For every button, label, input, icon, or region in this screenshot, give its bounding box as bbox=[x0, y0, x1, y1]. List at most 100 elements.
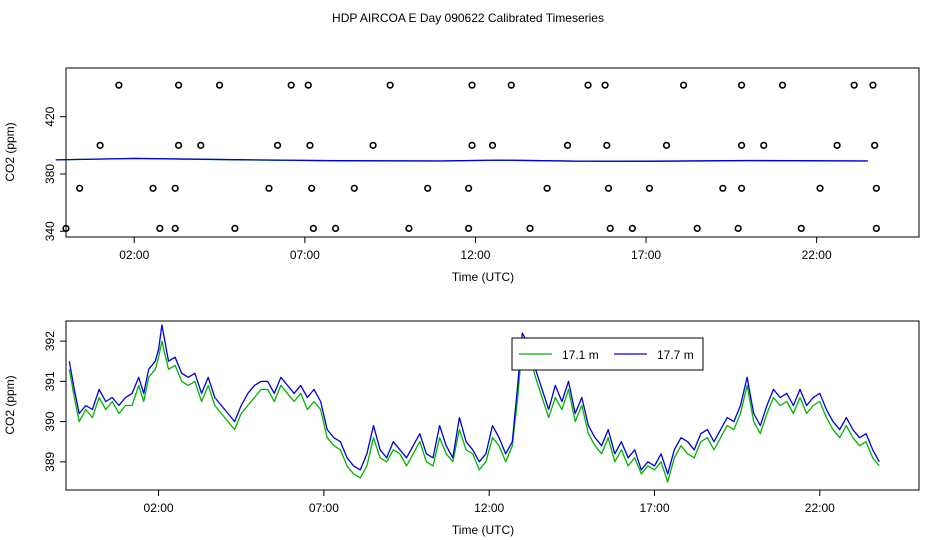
calibration-point bbox=[265, 184, 273, 192]
calibration-point bbox=[331, 224, 340, 233]
bottom-y-axis: 389 390 391 392 bbox=[43, 331, 66, 472]
x-tick-label: 22:00 bbox=[805, 501, 835, 515]
calibration-point bbox=[308, 184, 316, 192]
legend-label-17-1m: 17.1 m bbox=[562, 348, 599, 362]
x-tick-label: 02:00 bbox=[119, 248, 149, 262]
top-x-label: Time (UTC) bbox=[452, 270, 514, 284]
top-plot-frame bbox=[65, 67, 920, 238]
calibration-point bbox=[171, 184, 179, 192]
calibration-point bbox=[62, 224, 70, 233]
legend: 17.1 m 17.7 m bbox=[511, 337, 704, 371]
y-tick-label: 390 bbox=[43, 411, 57, 431]
y-tick-label: 380 bbox=[43, 164, 57, 184]
calibration-point bbox=[816, 184, 824, 192]
calibration-point bbox=[869, 81, 877, 89]
calibration-point bbox=[734, 224, 742, 233]
calibration-point bbox=[603, 141, 611, 149]
top-y-label: CO2 (ppm) bbox=[3, 122, 17, 181]
series-line-17-1-m bbox=[68, 340, 880, 483]
calibration-point bbox=[833, 141, 841, 149]
calibration-point bbox=[797, 224, 805, 233]
bottom-x-label: Time (UTC) bbox=[452, 523, 514, 537]
calibration-point bbox=[465, 224, 473, 233]
calibration-point bbox=[465, 184, 473, 192]
bottom-x-axis: 02:00 07:00 12:00 17:00 22:00 bbox=[144, 490, 835, 515]
x-tick-label: 12:00 bbox=[474, 501, 504, 515]
calibration-point bbox=[601, 81, 609, 89]
series-line-17-7-m bbox=[68, 324, 880, 475]
calibration-point bbox=[171, 224, 179, 233]
x-tick-label: 07:00 bbox=[290, 248, 320, 262]
y-tick-label: 340 bbox=[43, 221, 57, 241]
x-tick-label: 12:00 bbox=[460, 248, 490, 262]
calibration-point bbox=[231, 224, 239, 233]
calibration-point bbox=[287, 81, 295, 89]
bottom-panel: 02:00 07:00 12:00 17:00 22:00 389 390 391 392 1… bbox=[3, 320, 920, 537]
calibration-point bbox=[872, 184, 880, 192]
top-x-axis: 02:00 07:00 12:00 17:00 22:00 bbox=[119, 237, 832, 262]
top-y-axis: 340 380 420 bbox=[43, 106, 66, 241]
calibration-point bbox=[606, 224, 614, 233]
calibration-point bbox=[424, 184, 432, 192]
legend-label-17-7m: 17.7 m bbox=[657, 348, 694, 362]
bottom-series bbox=[68, 324, 880, 483]
calibration-point bbox=[115, 81, 123, 89]
calibration-point bbox=[737, 184, 746, 192]
calibration-point bbox=[693, 224, 701, 233]
x-tick-label: 17:00 bbox=[639, 501, 669, 515]
calibration-point bbox=[174, 141, 183, 149]
top-panel: 02:00 07:00 12:00 17:00 22:00 340 380 420 Time… bbox=[3, 67, 920, 284]
calibration-point bbox=[405, 224, 413, 233]
calibration-point bbox=[543, 184, 551, 192]
calibration-point bbox=[350, 184, 358, 192]
figure-title: HDP AIRCOA E Day 090622 Calibrated Times… bbox=[332, 11, 604, 25]
calibration-point bbox=[76, 184, 84, 192]
calibration-point bbox=[584, 81, 592, 89]
calibration-point bbox=[468, 141, 476, 149]
y-tick-label: 420 bbox=[43, 106, 57, 126]
calibration-point bbox=[719, 184, 727, 192]
calibration-point bbox=[468, 81, 476, 89]
calibration-point bbox=[156, 224, 164, 233]
bottom-plot-frame bbox=[65, 320, 920, 491]
calibration-point bbox=[309, 224, 317, 233]
calibration-point bbox=[526, 224, 534, 233]
calibration-point bbox=[760, 141, 768, 149]
calibration-point bbox=[96, 141, 104, 149]
x-tick-label: 17:00 bbox=[631, 248, 661, 262]
calibration-point bbox=[645, 184, 654, 192]
top-calibration-points bbox=[62, 81, 880, 233]
y-tick-label: 389 bbox=[43, 452, 57, 472]
calibration-point bbox=[872, 224, 880, 233]
y-tick-label: 392 bbox=[43, 331, 57, 351]
y-tick-label: 391 bbox=[43, 371, 57, 391]
calibration-point bbox=[737, 81, 746, 89]
calibration-point bbox=[306, 141, 314, 149]
series-line-17-7-m bbox=[55, 157, 868, 162]
calibration-point bbox=[273, 141, 282, 149]
calibration-point bbox=[507, 81, 515, 89]
calibration-point bbox=[850, 81, 858, 89]
calibration-point bbox=[386, 81, 394, 89]
calibration-point bbox=[871, 141, 879, 149]
calibration-point bbox=[197, 141, 205, 149]
bottom-y-label: CO2 (ppm) bbox=[3, 375, 17, 434]
calibration-point bbox=[628, 224, 636, 233]
x-tick-label: 02:00 bbox=[144, 501, 174, 515]
top-series bbox=[55, 157, 868, 163]
calibration-point bbox=[369, 141, 377, 149]
calibration-point bbox=[778, 81, 787, 89]
x-tick-label: 07:00 bbox=[309, 501, 339, 515]
calibration-point bbox=[679, 81, 688, 89]
calibration-point bbox=[488, 141, 497, 149]
calibration-point bbox=[737, 141, 746, 149]
calibration-point bbox=[662, 141, 671, 149]
calibration-point bbox=[604, 184, 613, 192]
calibration-point bbox=[174, 81, 183, 89]
x-tick-label: 22:00 bbox=[802, 248, 832, 262]
calibration-point bbox=[563, 141, 572, 149]
calibration-point bbox=[215, 81, 224, 89]
calibration-point bbox=[304, 81, 312, 89]
calibration-point bbox=[149, 184, 157, 192]
